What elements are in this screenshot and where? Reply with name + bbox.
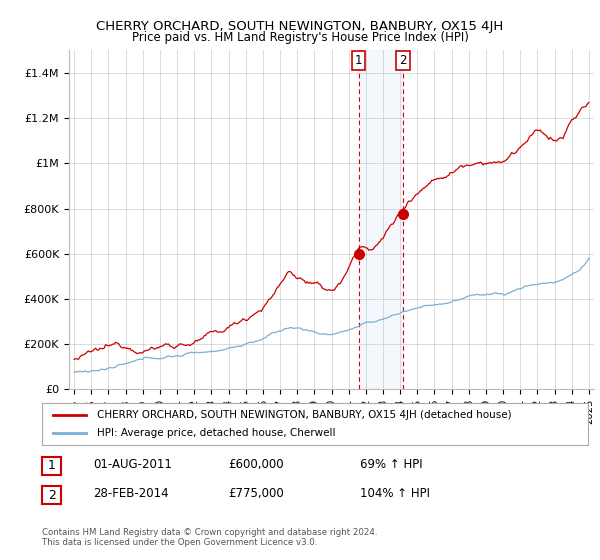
Bar (359, 50, 403, 389)
Text: 104% ↑ HPI: 104% ↑ HPI (360, 487, 430, 501)
Text: 1: 1 (47, 459, 56, 473)
Text: 28-FEB-2014: 28-FEB-2014 (93, 487, 169, 501)
Text: £775,000: £775,000 (228, 487, 284, 501)
Text: 01-AUG-2011: 01-AUG-2011 (93, 458, 172, 472)
Text: HPI: Average price, detached house, Cherwell: HPI: Average price, detached house, Cher… (97, 428, 335, 438)
Text: Contains HM Land Registry data © Crown copyright and database right 2024.
This d: Contains HM Land Registry data © Crown c… (42, 528, 377, 547)
Text: CHERRY ORCHARD, SOUTH NEWINGTON, BANBURY, OX15 4JH: CHERRY ORCHARD, SOUTH NEWINGTON, BANBURY… (97, 20, 503, 32)
Text: 1: 1 (355, 54, 362, 67)
Text: £600,000: £600,000 (228, 458, 284, 472)
Text: 69% ↑ HPI: 69% ↑ HPI (360, 458, 422, 472)
Text: 2: 2 (47, 488, 56, 502)
Text: 2: 2 (399, 54, 407, 67)
Text: Price paid vs. HM Land Registry's House Price Index (HPI): Price paid vs. HM Land Registry's House … (131, 31, 469, 44)
Text: CHERRY ORCHARD, SOUTH NEWINGTON, BANBURY, OX15 4JH (detached house): CHERRY ORCHARD, SOUTH NEWINGTON, BANBURY… (97, 410, 511, 420)
